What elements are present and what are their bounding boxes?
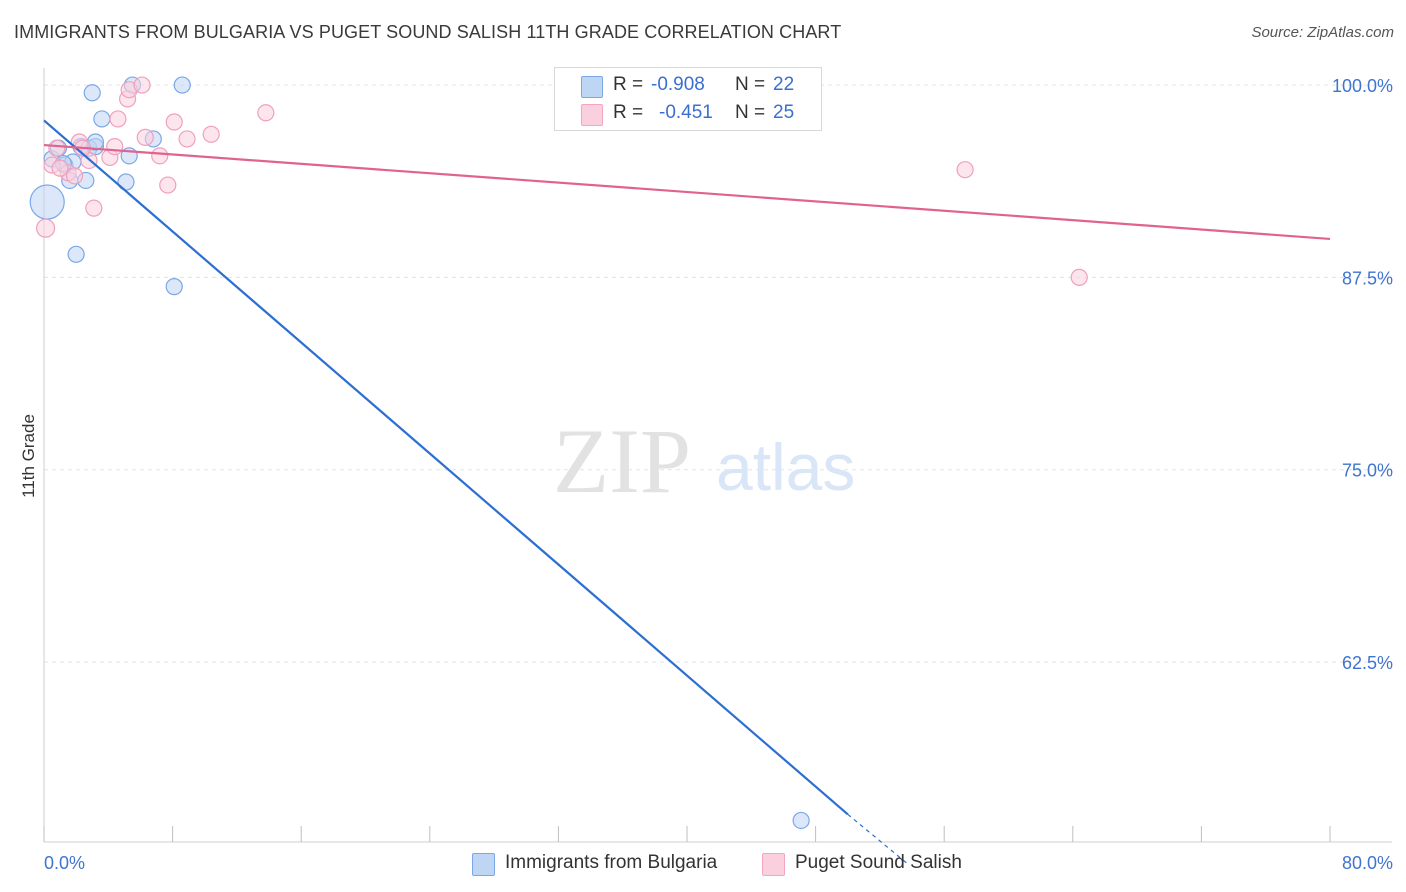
bulgaria-point [93,110,111,128]
salish-point [257,104,275,122]
salish-point [133,76,151,94]
watermark-zip: ZIP [553,410,691,512]
salish-point [48,139,66,157]
salish-point [202,125,220,143]
salish-point [165,113,183,131]
legend-label: Immigrants from Bulgaria [505,852,718,873]
salish-point [151,147,169,165]
watermark-atlas: atlas [716,430,855,504]
salish-point [106,138,124,156]
bulgaria-legend-swatch [472,853,495,876]
salish-point [136,128,154,146]
n-label: N = [735,74,766,95]
bulgaria-trendline [43,119,849,816]
bulgaria-point [67,245,85,263]
y-tick-label: 100.0% [1332,76,1393,96]
salish-point [178,130,196,148]
y-axis-label: 11th Grade [19,414,38,498]
y-tick-label: 75.0% [1342,461,1393,481]
source-label: Source: ZipAtlas.com [1251,24,1394,41]
y-tick-label: 62.5% [1342,653,1393,673]
salish-swatch [581,104,603,126]
bulgaria-point [792,811,810,830]
salish-trendline [43,143,1331,241]
r-label: R = [613,74,644,95]
salish-point [109,110,127,128]
bulgaria-trendline-extension [847,813,908,865]
bulgaria-point [83,84,101,102]
salish-point [85,199,103,217]
y-tick-label: 87.5% [1342,268,1393,288]
salish-point [159,176,177,194]
salish-point [65,167,84,185]
legend-label: Puget Sound Salish [795,852,962,873]
r-value: -0.451 [659,102,713,123]
salish-point [956,161,974,179]
bulgaria-point [173,76,191,94]
n-value: 22 [773,74,795,95]
x-tick-label: 80.0% [1342,853,1393,873]
n-label: N = [735,102,766,123]
r-label: R = [613,102,644,123]
bulgaria-point [165,278,183,296]
salish-point [1070,268,1088,286]
salish-legend-swatch [762,853,785,876]
salish-point [36,218,56,238]
n-value: 25 [773,102,795,123]
stats-legend: R = -0.908 N = 22 R = -0.451 N = 25 [554,67,822,131]
salish-point [51,159,69,177]
bulgaria-swatch [581,76,603,98]
x-tick-label: 0.0% [44,853,85,873]
bulgaria-point [29,184,65,220]
chart-title: IMMIGRANTS FROM BULGARIA VS PUGET SOUND … [14,22,842,42]
r-value: -0.908 [651,74,705,95]
